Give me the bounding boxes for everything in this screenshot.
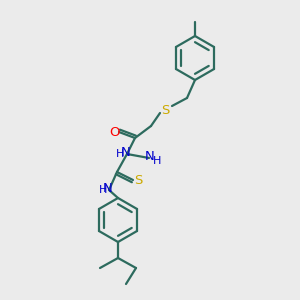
Text: N: N — [103, 182, 113, 196]
Text: N: N — [145, 151, 155, 164]
Text: H: H — [153, 156, 161, 166]
Text: S: S — [134, 173, 142, 187]
Text: N: N — [121, 146, 131, 160]
Text: H: H — [116, 149, 124, 159]
Text: O: O — [109, 125, 119, 139]
Text: S: S — [161, 103, 169, 116]
Text: H: H — [99, 185, 107, 195]
